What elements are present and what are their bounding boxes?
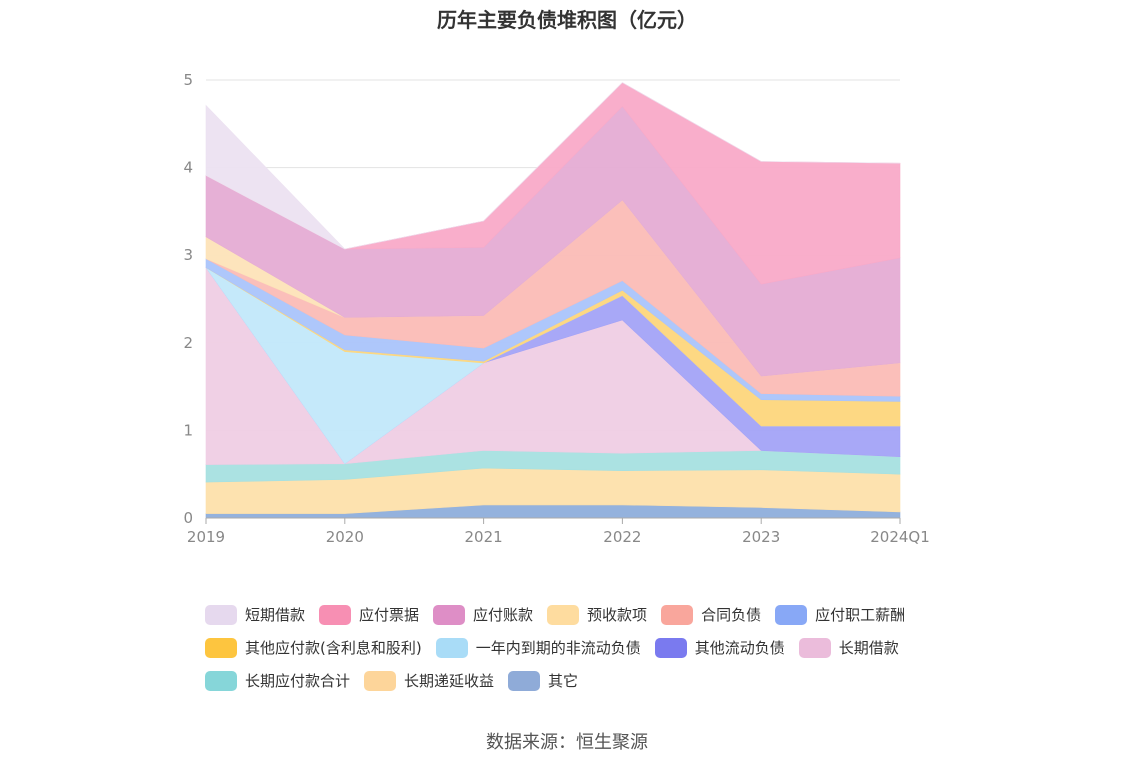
legend-label: 合同负债 [701, 606, 762, 624]
legend-item[interactable]: 长期应付款合计 [205, 670, 350, 691]
legend-item[interactable]: 应付职工薪酬 [775, 604, 905, 625]
legend-label: 应付票据 [359, 606, 420, 624]
y-tick-label: 5 [183, 71, 193, 89]
legend-swatch [654, 637, 687, 658]
legend-label: 应付职工薪酬 [815, 606, 906, 624]
legend-swatch [205, 637, 237, 658]
legend-item[interactable]: 一年内到期的非流动负债 [435, 637, 641, 658]
legend-label: 长期应付款合计 [245, 672, 351, 690]
legend-row: 长期应付款合计 长期递延收益 其它 [205, 664, 965, 697]
legend-item[interactable]: 长期递延收益 [364, 670, 494, 691]
legend-swatch [319, 604, 352, 625]
legend-label: 应付账款 [473, 606, 534, 624]
legend-item[interactable]: 短期借款 [205, 604, 305, 625]
legend-item[interactable]: 应付票据 [319, 604, 419, 625]
axes: 0 1 2 3 4 5 2019 2020 2021 2022 2023 2024Q1 [183, 71, 929, 546]
x-tick-label: 2023 [742, 528, 780, 546]
legend-label: 长期递延收益 [404, 672, 495, 690]
y-tick-label: 2 [183, 334, 193, 352]
legend-label: 短期借款 [245, 606, 306, 624]
y-tick-label: 3 [183, 246, 193, 264]
chart-title: 历年主要负债堆积图（亿元） [437, 8, 697, 32]
x-tick-label: 2022 [603, 528, 641, 546]
legend-swatch [205, 670, 237, 691]
legend-swatch [547, 604, 580, 625]
legend-item[interactable]: 其他流动负债 [654, 637, 785, 658]
legend-swatch [364, 670, 397, 691]
data-source: 数据来源：恒生聚源 [486, 732, 648, 753]
legend-swatch [775, 604, 808, 625]
legend-item[interactable]: 应付账款 [433, 604, 533, 625]
y-tick-label: 4 [183, 159, 193, 177]
area-series-短期借款 [205, 82, 901, 250]
legend-label: 其他流动负债 [694, 639, 785, 657]
legend: 短期借款 应付票据 应付账款 预收款项 合同负债 应付职工薪酬其他应付款(含利息和股利) 一… [205, 598, 965, 697]
legend-item[interactable]: 长期借款 [798, 637, 899, 658]
stacked-area-chart: 0 1 2 3 4 5 2019 2020 2021 2022 2023 2024Q1 [183, 71, 929, 546]
legend-label: 其它 [548, 672, 579, 690]
legend-row: 其他应付款(含利息和股利) 一年内到期的非流动负债 其他流动负债 长期借款 [205, 631, 965, 664]
legend-swatch [508, 670, 541, 691]
legend-item[interactable]: 其它 [508, 670, 578, 691]
legend-label: 预收款项 [587, 606, 648, 624]
x-tick-label: 2020 [326, 528, 364, 546]
legend-label: 一年内到期的非流动负债 [475, 639, 641, 657]
legend-label: 其他应付款(含利息和股利) [245, 639, 422, 657]
legend-item[interactable]: 预收款项 [547, 604, 647, 625]
legend-item[interactable]: 合同负债 [661, 604, 761, 625]
legend-swatch [435, 637, 468, 658]
legend-row: 短期借款 应付票据 应付账款 预收款项 合同负债 应付职工薪酬 [205, 598, 965, 631]
area-series [205, 82, 901, 519]
x-tick-label: 2024Q1 [870, 528, 930, 546]
y-tick-label: 1 [183, 421, 193, 439]
legend-item[interactable]: 其他应付款(含利息和股利) [205, 637, 422, 658]
x-tick-label: 2021 [465, 528, 503, 546]
x-tick-label: 2019 [187, 528, 225, 546]
legend-swatch [205, 604, 237, 625]
legend-swatch [433, 604, 466, 625]
legend-swatch [798, 637, 831, 658]
legend-swatch [661, 604, 694, 625]
y-tick-label: 0 [183, 509, 193, 527]
legend-label: 长期借款 [838, 639, 899, 657]
